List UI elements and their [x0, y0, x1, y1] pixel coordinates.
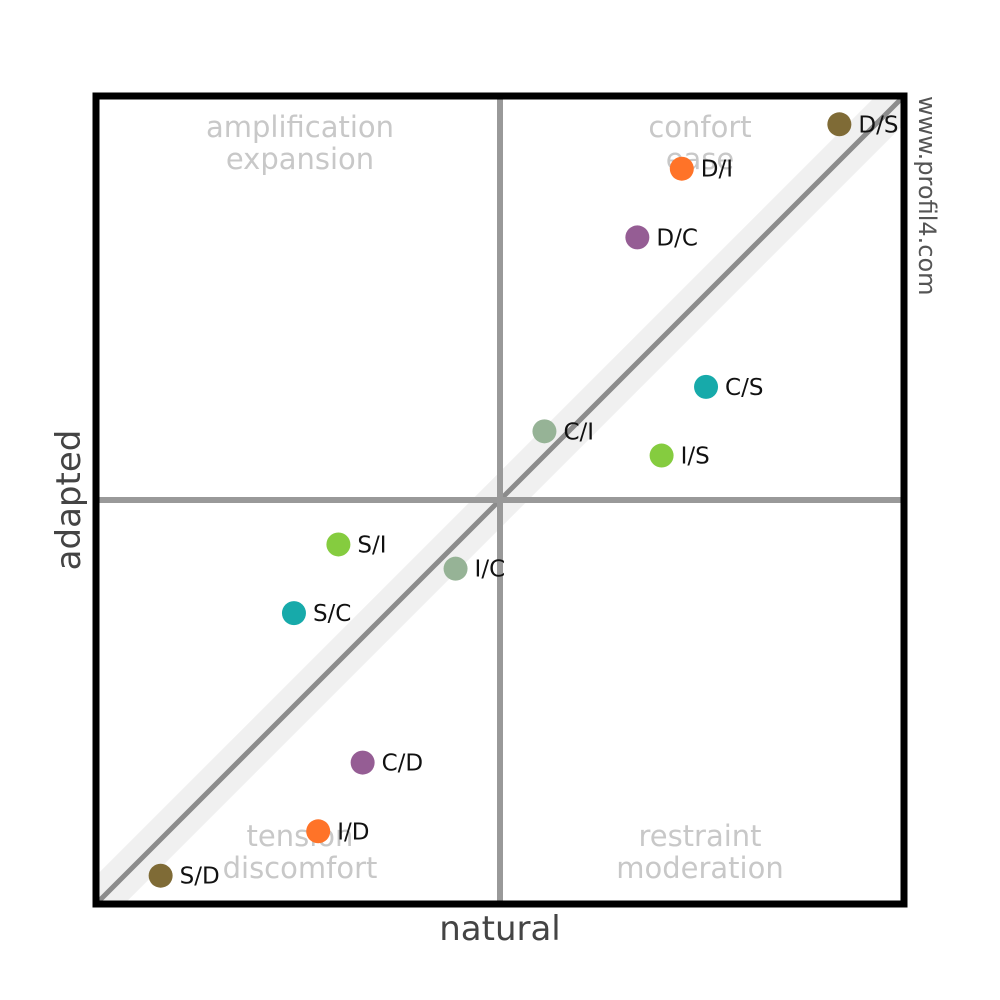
plot-frame [92, 92, 908, 908]
point-label-i-s: I/S [681, 444, 710, 470]
point-label-i-c: I/C [475, 557, 506, 583]
data-point-layer: D/S D/I D/C C/S C/I I/S S/I I/C S/C C/D I/D S/D [148, 112, 898, 890]
point-label-i-d: I/D [337, 819, 369, 845]
point-label-d-i: D/I [701, 157, 733, 183]
point-label-d-s: D/S [858, 112, 898, 138]
point-c-i [532, 419, 557, 444]
quadrant-label-bottom-left-1: tension [247, 819, 354, 853]
point-i-s [649, 443, 674, 468]
point-s-i [326, 532, 351, 557]
point-label-c-s: C/S [725, 375, 763, 401]
point-s-c [281, 601, 306, 626]
point-label-s-d: S/D [180, 864, 220, 890]
quadrant-label-bottom-left-2: discomfort [223, 851, 378, 885]
point-label-c-i: C/I [563, 419, 594, 445]
quadrant-label-bottom-right-1: restraint [638, 819, 761, 853]
point-c-d [350, 750, 375, 775]
y-axis-title: adapted [49, 430, 89, 571]
point-label-s-i: S/I [357, 532, 386, 558]
point-s-d [148, 863, 173, 888]
point-d-i [669, 156, 694, 181]
quadrant-label-top-right-1: confort [648, 110, 751, 144]
point-d-s [827, 112, 852, 137]
quadrant-label-top-left-1: amplification [206, 110, 394, 144]
point-d-c [625, 225, 650, 250]
point-label-d-c: D/C [656, 225, 698, 251]
point-label-c-d: C/D [382, 751, 424, 777]
quadrant-label-bottom-right-2: moderation [616, 851, 784, 885]
point-label-s-c: S/C [313, 601, 351, 627]
point-c-s [694, 374, 719, 399]
point-i-d [306, 819, 331, 844]
quadrant-divider-layer [96, 96, 904, 904]
quadrant-label-top-left-2: expansion [226, 142, 374, 176]
watermark-text: www.profil4.com [913, 96, 941, 296]
point-i-c [443, 556, 468, 581]
x-axis-title: natural [439, 909, 561, 949]
